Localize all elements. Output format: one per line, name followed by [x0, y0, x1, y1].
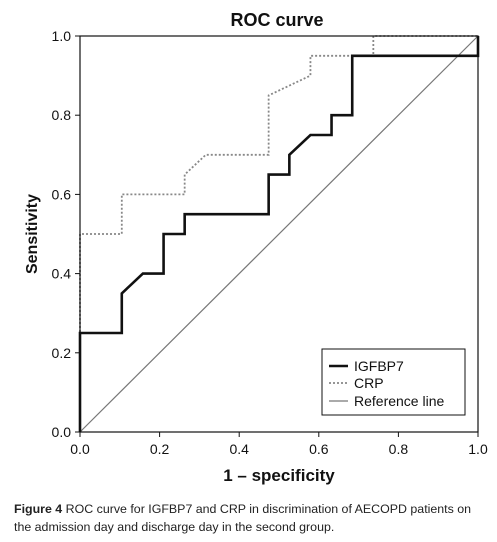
chart-title: ROC curve	[230, 10, 323, 30]
y-tick-label: 1.0	[52, 28, 72, 44]
plot-frame	[79, 35, 479, 433]
series-line-igfbp7	[78, 36, 480, 432]
legend-label-igfbp7: IGFBP7	[354, 358, 404, 374]
series-layer	[78, 35, 480, 433]
figure-caption: Figure 4 ROC curve for IGFBP7 and CRP in…	[14, 500, 489, 536]
roc-chart: ROC curve 0.0 0.2 0.4 0.6 0.8 1.0 0.0 0.2 0.4 0.6…	[24, 10, 488, 485]
x-axis-label: 1 – specificity	[223, 466, 335, 485]
series-line-reference-line	[79, 35, 479, 433]
x-tick-label: 0.4	[229, 441, 249, 457]
x-tick-label: 0.2	[150, 441, 170, 457]
y-axis-label: Sensitivity	[24, 194, 41, 274]
y-tick-label: 0.4	[52, 266, 72, 282]
y-tick-label: 0.0	[52, 424, 72, 440]
x-tick-label: 0.6	[309, 441, 329, 457]
axis-ticks: 0.0 0.2 0.4 0.6 0.8 1.0 0.0 0.2 0.4 0.6 0.8 1.0	[52, 28, 488, 457]
x-tick-label: 1.0	[468, 441, 488, 457]
y-tick-label: 0.2	[52, 345, 72, 361]
legend: IGFBP7 CRP Reference line	[321, 348, 466, 416]
legend-label-crp: CRP	[354, 375, 384, 391]
legend-label-reference: Reference line	[354, 393, 444, 409]
y-tick-label: 0.6	[52, 186, 72, 202]
x-tick-label: 0.0	[70, 441, 90, 457]
figure-caption-text: ROC curve for IGFBP7 and CRP in discrimi…	[14, 502, 472, 534]
y-tick-label: 0.8	[52, 107, 72, 123]
x-tick-label: 0.8	[389, 441, 409, 457]
figure-caption-label: Figure 4	[14, 502, 63, 516]
legend-box	[321, 348, 466, 416]
